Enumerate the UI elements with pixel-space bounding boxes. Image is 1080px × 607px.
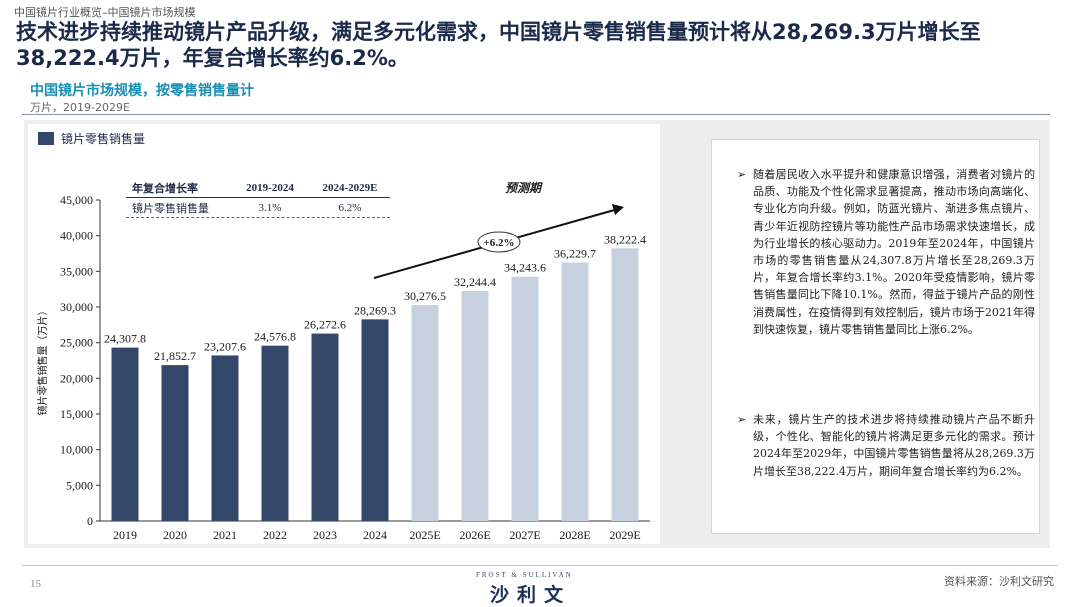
y-tick-label: 5,000 bbox=[66, 478, 93, 492]
chart-title: 中国镜片市场规模，按零售销售量计 bbox=[30, 83, 254, 99]
bar bbox=[211, 355, 239, 521]
bar bbox=[461, 290, 489, 521]
source-note: 资料来源：沙利文研究 bbox=[944, 575, 1054, 588]
growth-arrow: +6.2% bbox=[373, 204, 624, 279]
y-tick-label: 20,000 bbox=[60, 371, 93, 385]
bar-chart: 0 5,000 10,000 15,000 20,000 25,000 30,000 35,0… bbox=[36, 193, 650, 542]
growth-annotation-ellipse bbox=[477, 231, 521, 253]
bar-value-label: 32,244.4 bbox=[454, 275, 496, 289]
x-tick-label: 2023 bbox=[313, 528, 337, 542]
cagr-table-header: 年复合增长率 2019-2024 2024-2029E bbox=[126, 178, 390, 198]
chart-axes: 0 5,000 10,000 15,000 20,000 25,000 30,000 35,0… bbox=[36, 193, 650, 528]
x-tick-label: 2019 bbox=[113, 528, 137, 542]
y-tick-label: 35,000 bbox=[60, 264, 93, 278]
bar-value-label: 21,852.7 bbox=[154, 349, 196, 363]
bar-value-label: 23,207.6 bbox=[204, 339, 246, 353]
bar bbox=[561, 262, 589, 521]
chart-bars bbox=[111, 248, 639, 522]
bar-value-label: 24,576.8 bbox=[254, 330, 296, 344]
bar-value-label: 38,222.4 bbox=[604, 232, 646, 246]
chart-legend: 镜片零售销售量 bbox=[38, 130, 145, 147]
bar-value-label: 34,243.6 bbox=[504, 261, 546, 275]
forecast-period-label: 预测期 bbox=[505, 181, 542, 195]
bar bbox=[511, 276, 539, 521]
legend-label: 镜片零售销售量 bbox=[61, 132, 146, 146]
y-tick-label: 25,000 bbox=[60, 336, 93, 350]
title-divider bbox=[22, 114, 1050, 115]
legend-swatch bbox=[38, 132, 54, 145]
cagr-table-row: 镜片零售销售量 3.1% 6.2% bbox=[126, 198, 390, 218]
x-tick-label: 2029E bbox=[609, 528, 640, 542]
x-tick-label: 2024 bbox=[363, 528, 387, 542]
commentary-bullet: ➢ 随着居民收入水平提升和健康意识增强，消费者对镜片的品质、功能及个性化需求显著… bbox=[737, 166, 1037, 338]
x-tick-label: 2021 bbox=[213, 528, 237, 542]
cagr-row-value1: 3.1% bbox=[258, 201, 282, 214]
chart-labels: 24,307.8 2019 21,852.7 2020 23,207.6 2021 24,5… bbox=[104, 232, 646, 542]
brand-logo-en: FROST & SULLIVAN bbox=[476, 571, 573, 579]
commentary-bullet: ➢ 未来，镜片生产的技术进步将持续推动镜片产品不断升级，个性化、智能化的镜片将满… bbox=[737, 411, 1037, 480]
bullet-arrow-icon: ➢ bbox=[737, 168, 747, 181]
growth-arrow-head bbox=[612, 204, 624, 215]
bar-value-label: 36,229.7 bbox=[554, 247, 596, 261]
bar bbox=[411, 305, 439, 521]
x-tick-label: 2020 bbox=[163, 528, 187, 542]
commentary-text: 未来，镜片生产的技术进步将持续推动镜片产品不断升级，个性化、智能化的镜片将满足更… bbox=[753, 413, 1035, 478]
chart-unit: 万片，2019-2029E bbox=[30, 101, 130, 114]
y-tick-label: 30,000 bbox=[60, 300, 93, 314]
x-tick-label: 2026E bbox=[459, 528, 490, 542]
x-tick-label: 2025E bbox=[409, 528, 440, 542]
cagr-row-value2: 6.2% bbox=[338, 201, 362, 214]
bar bbox=[111, 347, 139, 521]
bullet-arrow-icon: ➢ bbox=[737, 413, 747, 426]
commentary-text: 随着居民收入水平提升和健康意识增强，消费者对镜片的品质、功能及个性化需求显著提高… bbox=[753, 168, 1035, 336]
bar bbox=[161, 365, 189, 521]
cagr-header-period2: 2024-2029E bbox=[322, 181, 378, 194]
x-tick-label: 2028E bbox=[559, 528, 590, 542]
cagr-table: 年复合增长率 2019-2024 2024-2029E 镜片零售销售量 3.1%… bbox=[126, 178, 390, 218]
bar-value-label: 28,269.3 bbox=[354, 303, 396, 317]
page-title: 技术进步持续推动镜片产品升级，满足多元化需求，中国镜片零售销售量预计将从28,2… bbox=[16, 20, 981, 70]
bar-value-label: 30,276.5 bbox=[404, 289, 446, 303]
cagr-header-metric: 年复合增长率 bbox=[132, 181, 198, 195]
cagr-row-label: 镜片零售销售量 bbox=[132, 201, 209, 215]
y-tick-label: 10,000 bbox=[60, 443, 93, 457]
y-tick-label: 45,000 bbox=[60, 193, 93, 207]
bar bbox=[611, 248, 639, 522]
commentary-card bbox=[711, 139, 1040, 534]
bar bbox=[261, 345, 289, 521]
breadcrumb: 中国镜片行业概览–中国镜片市场规模 bbox=[14, 6, 196, 19]
bar-value-label: 26,272.6 bbox=[304, 318, 346, 332]
x-tick-label: 2022 bbox=[263, 528, 287, 542]
bar bbox=[361, 319, 389, 521]
y-axis-title: 镜片零售销售量（万片） bbox=[36, 306, 49, 416]
y-tick-label: 15,000 bbox=[60, 407, 93, 421]
x-tick-label: 2027E bbox=[509, 528, 540, 542]
y-tick-label: 0 bbox=[87, 514, 93, 528]
footer-divider bbox=[22, 565, 1058, 566]
y-tick-label: 40,000 bbox=[60, 229, 93, 243]
brand-logo-cn: 沙利文 bbox=[490, 584, 572, 606]
bar-value-label: 24,307.8 bbox=[104, 332, 146, 346]
cagr-header-period1: 2019-2024 bbox=[246, 181, 294, 194]
page-number: 15 bbox=[30, 578, 41, 590]
growth-annotation-label: +6.2% bbox=[483, 237, 514, 249]
bar bbox=[311, 333, 339, 521]
